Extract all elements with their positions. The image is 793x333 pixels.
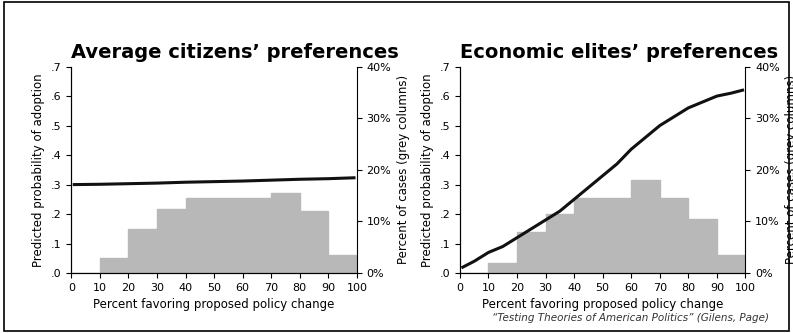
Bar <box>128 229 157 273</box>
Bar <box>243 198 271 273</box>
Bar <box>517 232 546 273</box>
Text: Average citizens’ preferences: Average citizens’ preferences <box>71 43 399 62</box>
Bar <box>717 255 745 273</box>
Bar <box>100 258 128 273</box>
X-axis label: Percent favoring proposed policy change: Percent favoring proposed policy change <box>94 298 335 311</box>
Bar <box>157 208 186 273</box>
Y-axis label: Percent of cases (grey columns): Percent of cases (grey columns) <box>785 75 793 264</box>
Y-axis label: Predicted probability of adoption: Predicted probability of adoption <box>33 73 45 267</box>
Bar <box>603 198 631 273</box>
X-axis label: Percent favoring proposed policy change: Percent favoring proposed policy change <box>482 298 723 311</box>
Bar <box>660 198 688 273</box>
Bar <box>328 255 357 273</box>
Y-axis label: Predicted probability of adoption: Predicted probability of adoption <box>421 73 434 267</box>
Y-axis label: Percent of cases (grey columns): Percent of cases (grey columns) <box>396 75 410 264</box>
Bar <box>488 263 517 273</box>
Bar <box>688 219 717 273</box>
Bar <box>631 180 660 273</box>
Bar <box>546 214 574 273</box>
Bar <box>271 193 300 273</box>
Bar <box>300 211 328 273</box>
Bar <box>214 198 243 273</box>
Bar <box>574 198 603 273</box>
Text: “Testing Theories of American Politics” (Gilens, Page): “Testing Theories of American Politics” … <box>492 313 769 323</box>
Bar <box>186 198 214 273</box>
Text: Economic elites’ preferences: Economic elites’ preferences <box>460 43 778 62</box>
